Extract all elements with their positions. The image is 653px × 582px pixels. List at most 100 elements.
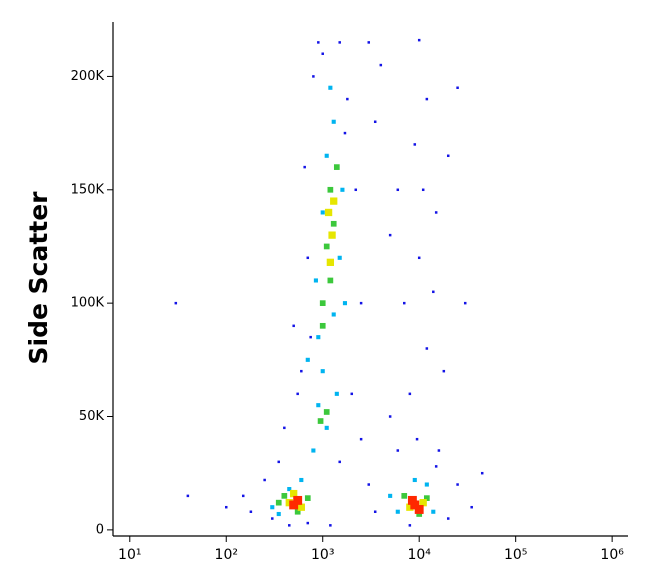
event-dot	[330, 220, 337, 227]
event-dot	[328, 85, 333, 90]
event-dot	[416, 511, 423, 517]
event-dot	[283, 426, 286, 430]
y-tick-label: 50K	[79, 409, 105, 424]
event-dot	[324, 153, 329, 158]
event-dot	[388, 493, 393, 498]
event-dot	[354, 188, 358, 192]
event-dot	[403, 301, 406, 305]
event-dot	[414, 505, 424, 514]
event-dot	[174, 301, 178, 305]
event-dot	[316, 403, 321, 408]
event-dot	[424, 482, 429, 487]
event-dot	[456, 483, 459, 486]
event-dot	[396, 188, 400, 192]
event-dot	[415, 437, 419, 441]
event-dot	[324, 208, 333, 217]
event-dot	[186, 494, 190, 498]
event-dot	[263, 478, 266, 482]
event-dot	[423, 495, 430, 501]
event-dot	[406, 503, 414, 511]
event-dot	[306, 256, 310, 260]
event-dot	[303, 165, 306, 169]
event-dot	[408, 524, 412, 527]
event-dot	[338, 41, 341, 44]
event-dot	[287, 487, 292, 492]
event-dot	[401, 493, 408, 499]
event-dot	[323, 243, 330, 250]
event-dot	[320, 369, 325, 374]
event-dot	[241, 494, 245, 498]
event-dot	[289, 500, 299, 510]
event-dot	[328, 231, 336, 239]
event-dot	[434, 465, 438, 468]
event-dot	[321, 52, 324, 55]
event-dot	[340, 187, 345, 192]
event-dot	[277, 460, 280, 464]
event-dot	[373, 510, 377, 513]
event-dot	[379, 63, 383, 67]
event-dot	[276, 511, 281, 517]
event-dot	[480, 471, 484, 475]
y-axis-label: Side Scatter	[24, 191, 53, 365]
event-dot	[327, 277, 334, 284]
event-dot	[300, 369, 303, 373]
event-dot	[367, 483, 371, 486]
event-dot	[431, 509, 436, 514]
event-dot	[317, 418, 324, 424]
event-dot	[225, 505, 228, 509]
event-dot	[359, 301, 363, 305]
event-dot	[395, 509, 400, 514]
event-dot	[342, 301, 348, 306]
event-dot	[442, 369, 446, 373]
event-dot	[311, 448, 316, 453]
event-dot	[292, 324, 295, 328]
event-dot	[331, 119, 336, 124]
event-dot	[294, 508, 301, 515]
event-dot	[288, 524, 291, 527]
event-dot	[407, 495, 417, 505]
event-dot	[293, 495, 303, 505]
event-dot	[312, 75, 315, 78]
event-dot	[249, 510, 253, 513]
y-tick-label: 150K	[71, 182, 105, 197]
event-dot	[388, 415, 392, 418]
y-tick-label: 200K	[71, 69, 105, 84]
event-dot	[367, 41, 371, 44]
event-dot	[417, 256, 421, 260]
event-dot	[297, 503, 305, 511]
event-dot	[323, 409, 330, 415]
event-dot	[359, 437, 363, 441]
x-tick-label: 10⁴	[407, 547, 431, 563]
event-dot	[316, 335, 321, 340]
event-dot	[434, 211, 438, 214]
event-dot	[334, 391, 339, 396]
event-dot	[271, 517, 274, 520]
event-dot	[456, 86, 459, 90]
event-dot	[324, 425, 329, 430]
event-dot	[281, 493, 288, 499]
event-dot	[446, 517, 450, 520]
event-dot	[306, 521, 310, 525]
event-dot	[343, 131, 347, 135]
event-dot	[319, 300, 326, 306]
event-dot	[446, 154, 450, 158]
event-dot	[417, 38, 421, 42]
event-dot	[337, 255, 342, 260]
x-tick-label: 10³	[311, 547, 334, 563]
event-dot	[320, 210, 325, 215]
event-dot	[313, 278, 318, 283]
event-dot	[309, 335, 312, 339]
event-dot	[331, 312, 336, 317]
event-dot	[326, 258, 335, 266]
event-dot	[346, 97, 349, 101]
event-dot	[437, 449, 441, 452]
event-dot	[408, 392, 412, 396]
event-dot	[290, 489, 298, 498]
event-dot	[470, 505, 473, 509]
y-tick-label: 100K	[71, 296, 105, 311]
event-dot	[413, 143, 417, 146]
x-tick-label: 10⁶	[600, 547, 624, 563]
event-dot	[317, 41, 320, 44]
event-dot	[463, 301, 467, 305]
